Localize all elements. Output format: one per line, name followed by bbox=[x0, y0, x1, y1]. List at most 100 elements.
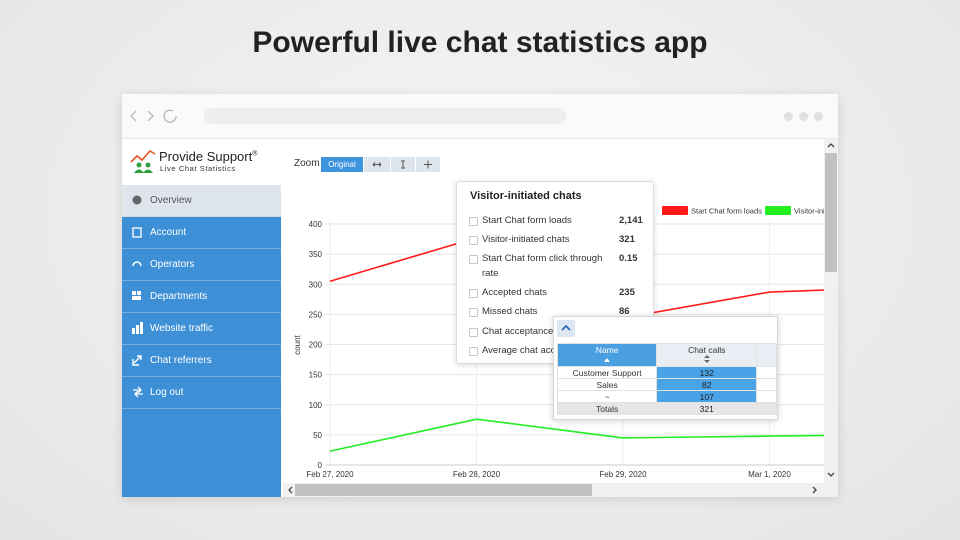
scroll-up[interactable] bbox=[827, 142, 835, 148]
sort-icon bbox=[703, 355, 710, 363]
summary-label: Chat acceptance bbox=[482, 326, 554, 337]
name-cell: ~ bbox=[556, 390, 658, 403]
icon-shape bbox=[401, 160, 405, 169]
checkbox[interactable] bbox=[469, 255, 478, 264]
y-tick-label: 150 bbox=[309, 371, 323, 380]
vertical-scrollbar[interactable] bbox=[824, 139, 838, 483]
arrow bbox=[604, 358, 611, 362]
forward-icon[interactable] bbox=[147, 110, 154, 122]
menu-label[interactable]: Overview bbox=[150, 195, 192, 206]
checkbox[interactable] bbox=[469, 289, 478, 298]
menu-label[interactable]: Website traffic bbox=[150, 323, 213, 334]
header-text: Name bbox=[595, 345, 619, 355]
chevron bbox=[561, 324, 571, 331]
icon-shape bbox=[137, 291, 141, 295]
menu-item[interactable]: Overview bbox=[122, 185, 281, 217]
arrow bbox=[288, 486, 293, 494]
column-header[interactable]: Name bbox=[556, 343, 658, 367]
checkbox[interactable] bbox=[469, 217, 478, 226]
y-tick-label: 350 bbox=[309, 250, 323, 259]
collapse-button[interactable] bbox=[557, 320, 575, 337]
empty-cell bbox=[756, 366, 777, 379]
menu-item[interactable]: Log out bbox=[122, 377, 281, 409]
table-popup: Name Chat calls Customer Support 132 Sales… bbox=[553, 316, 778, 420]
checkbox[interactable] bbox=[469, 328, 478, 337]
checkbox[interactable] bbox=[469, 308, 478, 317]
nav-icons[interactable] bbox=[130, 108, 180, 124]
arrow bbox=[703, 360, 710, 363]
arrow bbox=[812, 486, 817, 494]
table-body: Customer Support 132 Sales 82 ~107 Totals 321 bbox=[556, 366, 777, 415]
brand-name: Provide Support bbox=[159, 149, 253, 164]
headline: Powerful live chat statistics app bbox=[252, 26, 708, 59]
menu-label[interactable]: Chat referrers bbox=[150, 355, 212, 366]
legend-label: Visitor-initiated chats bbox=[794, 207, 824, 216]
icon-shape bbox=[140, 322, 143, 334]
column-header[interactable]: Chat calls bbox=[656, 343, 758, 367]
window-dot bbox=[799, 112, 808, 121]
checkbox[interactable] bbox=[469, 347, 478, 356]
zoom-icon bbox=[372, 162, 382, 167]
value-cell: 321 bbox=[656, 402, 758, 415]
table-row: Customer Support 132 bbox=[556, 366, 777, 379]
checkbox[interactable] bbox=[469, 236, 478, 245]
arrow bbox=[827, 472, 835, 477]
browser-toolbar bbox=[122, 94, 838, 139]
horizontal-scrollbar[interactable] bbox=[283, 483, 838, 497]
zoom-x-button[interactable] bbox=[364, 157, 390, 172]
icon-shape bbox=[132, 296, 141, 300]
back-icon[interactable] bbox=[130, 110, 137, 122]
zoom-xy-button[interactable] bbox=[416, 157, 440, 172]
legend-swatch bbox=[662, 206, 688, 215]
menu-label[interactable]: Account bbox=[150, 227, 187, 238]
logo-head bbox=[136, 162, 142, 168]
brand: Provide Support® bbox=[159, 149, 257, 164]
value-cell: 107 bbox=[656, 390, 758, 403]
reload-icon[interactable] bbox=[163, 109, 177, 123]
menu-item[interactable]: Account bbox=[122, 217, 281, 249]
menu-item[interactable]: Operators bbox=[122, 249, 281, 281]
menu-icon bbox=[132, 291, 141, 300]
menu-icon bbox=[133, 386, 143, 398]
icon-shape bbox=[132, 195, 142, 205]
legend: Start Chat form loads Visitor-initiated c… bbox=[662, 206, 824, 216]
icon-shape bbox=[133, 386, 143, 398]
scroll-left[interactable] bbox=[287, 486, 293, 494]
menu-icon bbox=[132, 355, 142, 366]
menu-item[interactable]: Departments bbox=[122, 281, 281, 313]
icon-shape bbox=[132, 261, 142, 267]
summary-title: Visitor-initiated chats bbox=[470, 190, 582, 202]
menu-item[interactable]: Website traffic bbox=[122, 313, 281, 345]
legend-label: Start Chat form loads bbox=[691, 207, 762, 216]
menu-icon bbox=[132, 261, 142, 267]
menu-label[interactable]: Log out bbox=[150, 387, 184, 398]
column-header bbox=[756, 343, 777, 367]
icon-shape bbox=[132, 227, 142, 238]
menu-item[interactable]: Chat referrers bbox=[122, 345, 281, 377]
zoom-original-button[interactable]: Original bbox=[321, 157, 363, 172]
x-tick-label: Mar 1, 2020 bbox=[748, 470, 791, 479]
menu-label[interactable]: Departments bbox=[150, 291, 208, 302]
empty-cell bbox=[756, 402, 777, 415]
name-cell: Customer Support bbox=[556, 366, 658, 379]
scroll-right[interactable] bbox=[812, 486, 818, 494]
logo-body bbox=[134, 169, 144, 173]
address-bar[interactable] bbox=[204, 108, 566, 124]
window-dot bbox=[784, 112, 793, 121]
menu-icon bbox=[132, 322, 143, 334]
zoom-y-button[interactable] bbox=[391, 157, 415, 172]
icon-shape bbox=[132, 328, 135, 334]
header-text: Chat calls bbox=[688, 345, 726, 355]
scroll-thumb[interactable] bbox=[825, 153, 837, 272]
header-row: Name Chat calls bbox=[556, 343, 777, 367]
menu-label[interactable]: Operators bbox=[150, 259, 195, 270]
scroll-thumb[interactable] bbox=[295, 484, 592, 496]
zoom-label: Zoom bbox=[294, 158, 320, 169]
window-dot bbox=[814, 112, 823, 121]
y-tick-label: 0 bbox=[318, 461, 323, 470]
scroll-down[interactable] bbox=[827, 472, 835, 478]
summary-value: 86 bbox=[619, 306, 630, 317]
summary-value: 0.15 bbox=[619, 253, 638, 264]
icon-shape bbox=[424, 160, 432, 169]
legend-swatch bbox=[765, 206, 791, 215]
